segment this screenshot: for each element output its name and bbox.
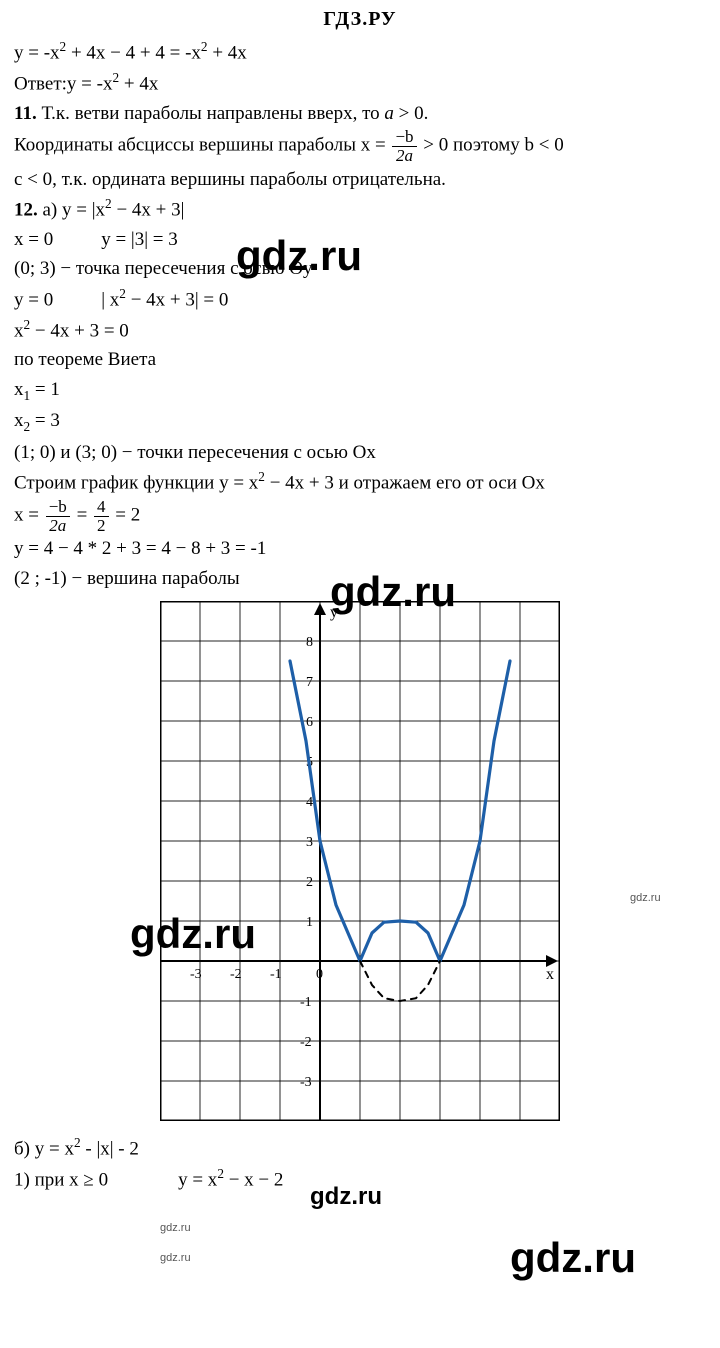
problem-12b-line2: 1) при x ≥ 0y = x2 − x − 2: [14, 1164, 706, 1195]
answer-line: Ответ:y = -x2 + 4x: [14, 68, 706, 99]
svg-text:-3: -3: [190, 967, 202, 982]
svg-text:7: 7: [306, 675, 313, 690]
problem-12-line2: x = 0y = |3| = 3: [14, 225, 706, 254]
problem-12-line4: y = 0| x2 − 4x + 3| = 0: [14, 284, 706, 315]
problem-11-line2: Координаты абсциссы вершины параболы x =…: [14, 128, 706, 165]
problem-12-line6: по теореме Виета: [14, 345, 706, 374]
problem-12-line5: x2 − 4x + 3 = 0: [14, 315, 706, 346]
svg-text:8: 8: [306, 635, 313, 650]
svg-text:y: y: [330, 604, 338, 621]
svg-text:-2: -2: [300, 1035, 312, 1050]
problem-12b-line1: б) y = x2 - |x| - 2: [14, 1133, 706, 1164]
svg-text:x: x: [546, 966, 554, 983]
svg-text:2: 2: [306, 875, 313, 890]
svg-text:-1: -1: [300, 995, 312, 1010]
problem-12-line7: x1 = 1: [14, 375, 706, 406]
watermark-big: gdz.ru: [510, 1234, 636, 1282]
watermark-small: gdz.ru: [160, 1222, 191, 1234]
svg-text:-2: -2: [230, 967, 242, 982]
problem-12-line8: x2 = 3: [14, 406, 706, 437]
watermark-small: gdz.ru: [160, 1252, 191, 1264]
problem-12-line13: (2 ; -1) − вершина параболы: [14, 564, 706, 593]
svg-text:4: 4: [306, 795, 313, 810]
svg-text:-3: -3: [300, 1075, 312, 1090]
problem-12-line11: x = −b2a = 42 = 2: [14, 498, 706, 535]
svg-text:3: 3: [306, 835, 313, 850]
svg-text:-1: -1: [270, 967, 282, 982]
page-header: ГДЗ.РУ: [14, 8, 706, 31]
parabola-chart: yx-3-2-10-3-2-112345678: [160, 601, 560, 1121]
problem-12-line10: Строим график функции y = x2 − 4x + 3 и …: [14, 467, 706, 498]
problem-12-line1: 12. а) y = |x2 − 4x + 3|: [14, 194, 706, 225]
svg-text:1: 1: [306, 915, 313, 930]
problem-12-line3: (0; 3) − точка пересечения с осью Оу: [14, 254, 706, 283]
svg-text:0: 0: [316, 967, 323, 982]
problem-11-line1: 11. Т.к. ветви параболы направлены вверх…: [14, 99, 706, 128]
svg-text:6: 6: [306, 715, 313, 730]
problem-12-line9: (1; 0) и (3; 0) − точки пересечения с ос…: [14, 438, 706, 467]
problem-11-line3: c < 0, т.к. ордината вершины параболы от…: [14, 165, 706, 194]
equation-line: y = -x2 + 4x − 4 + 4 = -x2 + 4x: [14, 37, 706, 68]
problem-12-line12: y = 4 − 4 * 2 + 3 = 4 − 8 + 3 = -1: [14, 534, 706, 563]
